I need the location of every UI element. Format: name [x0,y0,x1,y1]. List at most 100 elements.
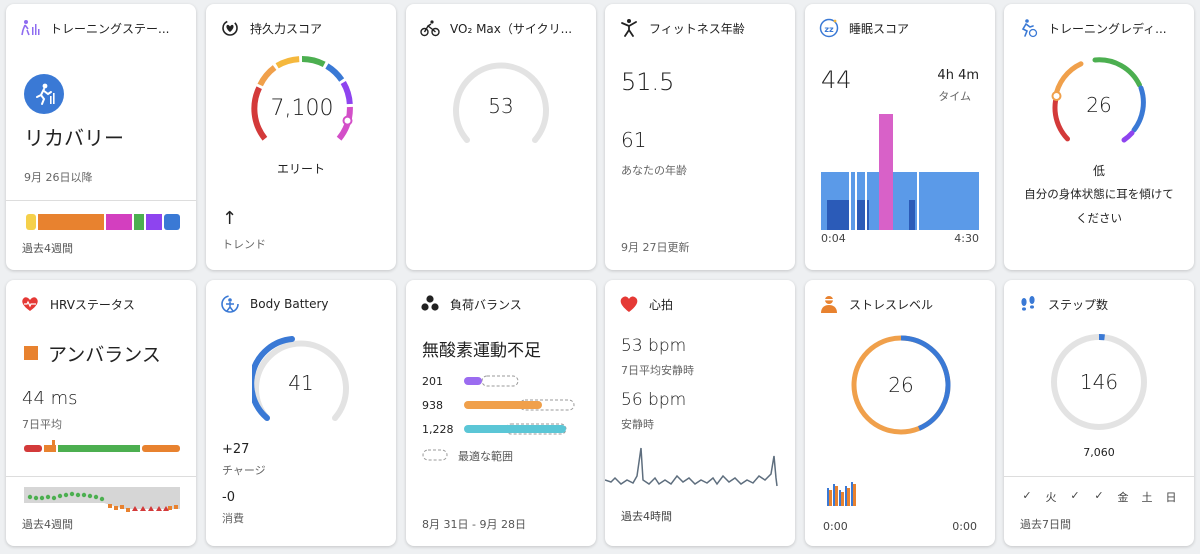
day-fri: 金 [1117,491,1129,504]
hrv-trend-chart [24,487,180,512]
steps-value: 146 [1080,370,1118,394]
steps-card[interactable]: ステップ数 146 7,060 ✓ 火 ✓ ✓ 金 土 日 過去7日間 [1004,280,1194,546]
endurance-score-card[interactable]: 持久力スコア 7,100 エリート ↑ トレンド [206,4,396,270]
sleep-duration: 4h 4m [937,68,979,83]
stress-value: 26 [888,373,913,397]
card-title: ストレスレベル [849,297,934,312]
training-status-value: リカバリー [24,126,124,150]
load-anaerobic-value: 1,228 [422,423,454,436]
sleep-stages-chart [821,114,979,230]
fitness-age-card[interactable]: フィットネス年齢 51.5 61 あなたの年齢 9月 27日更新 [605,4,795,270]
drain-value: -0 [222,490,235,505]
sleep-start-time: 0:04 [821,232,846,245]
readiness-gauge: 26 [1051,57,1146,143]
readiness-level: 低 [1092,164,1105,178]
stress-start-time: 0:00 [823,520,848,533]
stress-chart [827,482,856,506]
card-title: 負荷バランス [450,297,522,312]
resting-hr-label: 安静時 [621,418,654,431]
body-battery-value: 41 [288,371,313,395]
trend-arrow-icon: ↑ [222,208,238,229]
training-status-footer: 過去4週間 [6,200,196,270]
period-label: 8月 31日 - 9月 28日 [422,518,526,531]
body-battery-card[interactable]: Body Battery 41 +27 チャージ -0 消費 [206,280,396,546]
load-high-aerobic-value: 938 [422,399,443,412]
charge-value: +27 [222,442,250,457]
endurance-value: 7,100 [271,96,334,121]
charge-label: チャージ [222,464,266,477]
hrv-status-color-swatch [24,346,38,360]
period-label: 過去4週間 [22,242,73,255]
avg-resting-hr: 53 bpm [621,336,687,356]
steps-goal: 7,060 [1083,446,1115,459]
sleep-end-time: 4:30 [954,232,979,245]
load-low-aerobic-value: 201 [422,375,443,388]
card-title: 持久力スコア [250,21,323,36]
svg-text:zz: zz [824,25,834,34]
vo2max-value: 53 [488,94,513,118]
steps-gauge: 146 [1051,334,1147,430]
card-title: Body Battery [250,297,329,311]
day-sun: 日 [1165,491,1177,504]
period-label: 過去4時間 [621,510,672,523]
card-title: トレーニングレディ... [1048,21,1167,36]
card-title: VO₂ Max（サイクリ... [450,21,573,36]
load-balance-card[interactable]: 負荷バランス 無酸素運動不足 201 938 1,228 最適な範囲 8月 31… [406,280,596,546]
training-status-card[interactable]: トレーニングステー... リカバリー 9月 26日以降 過去4週間 [6,4,196,270]
day-tue: 火 [1045,491,1057,504]
endurance-gauge: 7,100 [251,55,353,141]
week-days: ✓ 火 ✓ ✓ 金 土 日 [1018,489,1180,505]
cycling-icon [420,20,440,37]
steps-footer: ✓ 火 ✓ ✓ 金 土 日 過去7日間 [1004,476,1194,546]
endurance-level: エリート [276,162,325,176]
readiness-message: 自分の身体状態に耳を傾けてください [1024,187,1174,225]
card-title: HRVステータス [50,297,135,312]
vo2max-card[interactable]: VO₂ Max（サイクリ... 53 [406,4,596,270]
sleep-score-card[interactable]: zz 睡眠スコア 44 4h 4m タイム 0:04 4:30 [805,4,995,270]
sleep-icon: zz [819,18,839,38]
hrv-range-bar [24,440,180,452]
period-label: 過去7日間 [1020,518,1071,531]
vo2max-gauge: 53 [453,62,549,143]
hrv-avg-label: 7日平均 [22,418,62,431]
updated-date: 9月 27日更新 [621,241,690,254]
hrv-status-card[interactable]: HRVステータス アンバランス 44 ms 7日平均 [6,280,196,546]
fitness-age-icon [621,19,637,37]
stress-end-time: 0:00 [952,520,977,533]
body-battery-icon [221,295,239,313]
sleep-duration-label: タイム [938,90,971,103]
heart-rate-chart [605,447,778,487]
card-title: トレーニングステー... [50,21,170,36]
period-label: 過去4週間 [22,518,73,531]
stress-gauge: 26 [851,335,951,435]
card-title: 睡眠スコア [849,21,910,36]
day-wed-check-icon: ✓ [1070,489,1080,502]
load-balance-icon [421,295,439,311]
heart-rate-card[interactable]: 心拍 53 bpm 7日平均安静時 56 bpm 安静時 過去4時間 [605,280,795,546]
resting-hr: 56 bpm [621,390,687,410]
status-history-bar [26,214,180,230]
card-title: ステップ数 [1048,297,1109,312]
optimal-range-label: 最適な範囲 [458,450,513,463]
avg-resting-hr-label: 7日平均安静時 [621,364,694,377]
endurance-icon [222,20,238,36]
day-mon-check-icon: ✓ [1022,489,1032,502]
stress-level-card[interactable]: ストレスレベル 26 0:00 0:00 [805,280,995,546]
body-battery-gauge: 41 [252,336,349,421]
steps-icon [1021,296,1035,311]
recovery-icon [24,74,64,114]
hrv-icon [22,297,38,311]
day-thu-check-icon: ✓ [1094,489,1104,502]
training-readiness-card[interactable]: トレーニングレディ... 26 低 自分の身体状態に耳を傾けてください [1004,4,1194,270]
trend-label: トレンド [222,238,266,251]
heart-icon [620,296,638,312]
stress-icon [821,296,837,313]
readiness-icon [1021,19,1038,38]
hrv-status-value: アンバランス [48,344,161,366]
drain-label: 消費 [222,512,244,525]
readiness-value: 26 [1086,93,1111,117]
training-status-icon [21,20,40,36]
actual-age-value: 61 [621,128,647,152]
load-balance-bars [464,375,575,435]
